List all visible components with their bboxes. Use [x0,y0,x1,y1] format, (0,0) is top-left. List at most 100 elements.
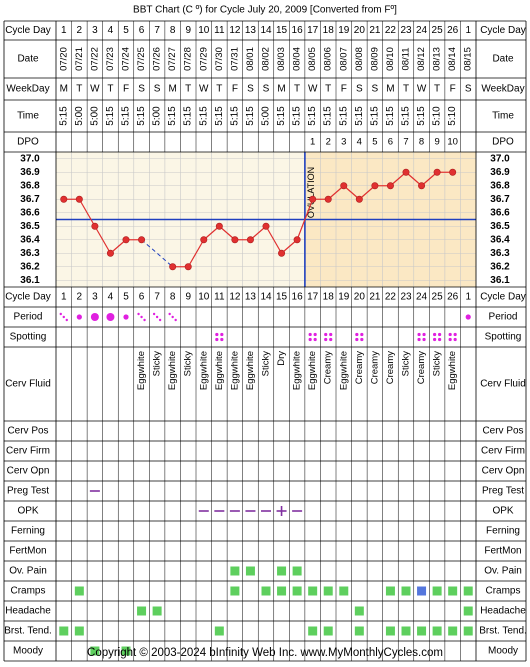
time-label: 5:15 [401,106,412,126]
time-label: 5:00 [74,106,85,126]
temp-point [340,182,348,190]
cycle-day-bottom: 13 [245,292,257,303]
temp-point [184,263,192,271]
footer-copyright: Copyright © 2003-2024 bInfinity Web Inc.… [87,647,443,659]
temp-point [402,168,410,176]
spotting-icon [324,332,328,337]
cycle-day-bottom: 17 [307,292,319,303]
spotting-icon [313,337,317,342]
row-label-time: Time [17,111,39,122]
cerv-fluid-label: Eggwhite [167,351,178,390]
cycle-day-bottom: 25 [432,292,444,303]
spotting-icon [360,337,364,342]
row-label-cerv_pos-right: Cerv Pos [482,426,523,437]
brst-tend-marker [448,626,458,636]
cycle-day: 24 [416,25,428,36]
time-label: 5:00 [89,106,100,126]
row-label-date-right: Date [492,54,514,65]
cycle-day: 23 [400,25,412,36]
date-label: 08/13 [432,47,443,71]
spotting-icon [220,337,224,342]
brst-tend-marker [74,626,84,636]
cycle-day-bottom: 6 [139,292,145,303]
period-light-icon [140,315,143,319]
weekday-label: F [450,84,456,95]
cramps-marker [463,586,473,596]
spotting-icon [324,337,328,342]
spotting-icon [453,337,457,342]
cycle-day: 11 [214,25,225,36]
row-label-fertmon: FertMon [9,546,46,557]
ov-pain-marker [277,566,287,576]
time-label: 5:15 [214,106,225,126]
weekday-label: S [138,84,145,95]
temp-segment [187,239,205,268]
period-light-icon [152,312,156,316]
ov-pain-marker [230,566,240,576]
cycle-day: 7 [154,25,160,36]
weekday-label: T [325,84,331,95]
cycle-day: 21 [369,25,381,36]
cerv-fluid-label: Dry [276,351,287,366]
time-label: 5:15 [385,106,396,126]
cycle-day-bottom: 18 [323,292,335,303]
row-label-spotting: Spotting [10,332,47,343]
date-label: 07/29 [198,47,209,71]
brst-tend-marker [354,626,364,636]
cycle-day: 1 [465,25,471,36]
y-tick-right: 36.6 [490,207,510,218]
weekday-label: M [386,84,394,95]
date-label: 08/01 [245,47,256,71]
temp-segment [265,225,283,254]
date-label: 07/22 [89,47,100,71]
cerv-fluid-label: Eggwhite [214,351,225,390]
period-heavy-icon [90,313,99,321]
weekday-label: F [341,84,347,95]
row-label-preg_test: Preg Test [7,486,49,497]
dpo-label: 6 [388,137,393,148]
cycle-day-bottom: 12 [229,292,241,303]
cramps-marker [385,586,395,596]
date-label: 08/05 [307,47,318,71]
cerv-fluid-label: Eggwhite [447,351,458,390]
period-light-icon [65,318,68,322]
weekday-label: W [417,84,427,95]
cramps-marker [308,586,318,596]
cycle-day: 19 [338,25,350,36]
time-label: 5:15 [58,106,69,126]
cerv-fluid-label: Eggwhite [338,351,349,390]
temp-point [231,236,239,244]
dpo-label: 1 [310,137,315,148]
date-label: 07/30 [214,47,225,71]
cycle-day-bottom: 10 [198,292,210,303]
cycle-day-bottom: 23 [400,292,412,303]
temp-point [138,236,146,244]
weekday-label: F [123,84,129,95]
weekday-label: M [60,84,68,95]
date-label: 08/04 [292,47,303,71]
spotting-icon [433,337,437,342]
date-label: 07/23 [105,47,116,71]
date-label: 07/24 [121,47,132,71]
dpo-label: 5 [372,137,377,148]
weekday-label: M [277,84,285,95]
cycle-day-bottom: 9 [185,292,191,303]
weekday-label: S [356,84,363,95]
time-label: 5:15 [105,106,116,126]
spotting-icon [329,337,333,342]
spotting-icon [448,332,452,337]
cycle-day-bottom: 19 [338,292,350,303]
weekday-label: S [465,84,472,95]
weekday-label: S [372,84,379,95]
time-label: 5:15 [369,106,380,126]
temp-point [433,168,441,176]
temp-point [309,195,317,203]
temp-point [278,249,286,257]
weekday-label: W [90,84,100,95]
cycle-day-bottom: 3 [92,292,98,303]
spotting-icon [308,332,312,337]
brst-tend-marker [463,626,473,636]
spotting-icon [453,332,457,337]
y-tick-left: 36.5 [20,221,40,232]
